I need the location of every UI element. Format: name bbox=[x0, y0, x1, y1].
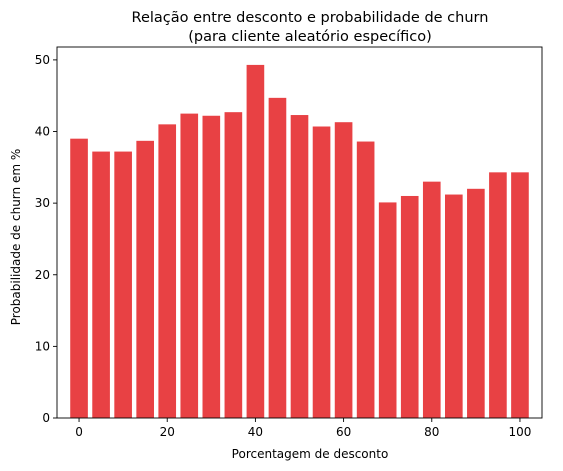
y-tick-label-50: 50 bbox=[35, 53, 50, 67]
bar-30 bbox=[202, 115, 221, 418]
x-tick-label-0: 0 bbox=[75, 425, 83, 439]
bar-80 bbox=[422, 181, 441, 418]
bar-95 bbox=[489, 172, 507, 418]
y-axis-label: Probabilidade de churn em % bbox=[9, 149, 23, 325]
chart-title-line-1: Relação entre desconto e probabilidade d… bbox=[132, 10, 489, 26]
bar-25 bbox=[180, 113, 199, 419]
y-tick-label-30: 30 bbox=[35, 196, 50, 210]
plot-frame bbox=[56, 46, 543, 419]
x-tick-label-100: 100 bbox=[509, 425, 532, 439]
y-tick-label-10: 10 bbox=[35, 339, 50, 353]
bar-100 bbox=[511, 172, 529, 418]
bar-35 bbox=[224, 112, 243, 419]
x-tick-label-40: 40 bbox=[248, 425, 263, 439]
bar-70 bbox=[378, 202, 397, 418]
bar-40 bbox=[246, 64, 265, 419]
bar-0 bbox=[70, 138, 88, 419]
x-axis-label: Porcentagem de desconto bbox=[232, 447, 389, 461]
bar-45 bbox=[268, 97, 287, 418]
bar-75 bbox=[400, 195, 419, 418]
y-tick-label-40: 40 bbox=[35, 125, 50, 139]
y-tick-label-0: 0 bbox=[42, 411, 50, 425]
bar-55 bbox=[312, 126, 331, 418]
bar-50 bbox=[290, 115, 309, 419]
bar-90 bbox=[467, 188, 485, 418]
y-tick-label-20: 20 bbox=[35, 268, 50, 282]
x-tick-label-80: 80 bbox=[424, 425, 439, 439]
bar-15 bbox=[136, 140, 154, 418]
bar-60 bbox=[334, 122, 353, 419]
bar-85 bbox=[445, 194, 463, 418]
chart-title-line-2: (para cliente aleatório específico) bbox=[188, 29, 432, 45]
axes-group: 0 20 40 60 80 100 0 10 20 30 40 50 bbox=[35, 46, 543, 439]
bar-65 bbox=[356, 141, 375, 419]
bar-10 bbox=[114, 151, 132, 418]
bars-group bbox=[70, 64, 529, 419]
x-tick-label-60: 60 bbox=[336, 425, 351, 439]
bar-5 bbox=[92, 151, 110, 418]
x-tick-label-20: 20 bbox=[160, 425, 175, 439]
bar-20 bbox=[158, 124, 177, 418]
